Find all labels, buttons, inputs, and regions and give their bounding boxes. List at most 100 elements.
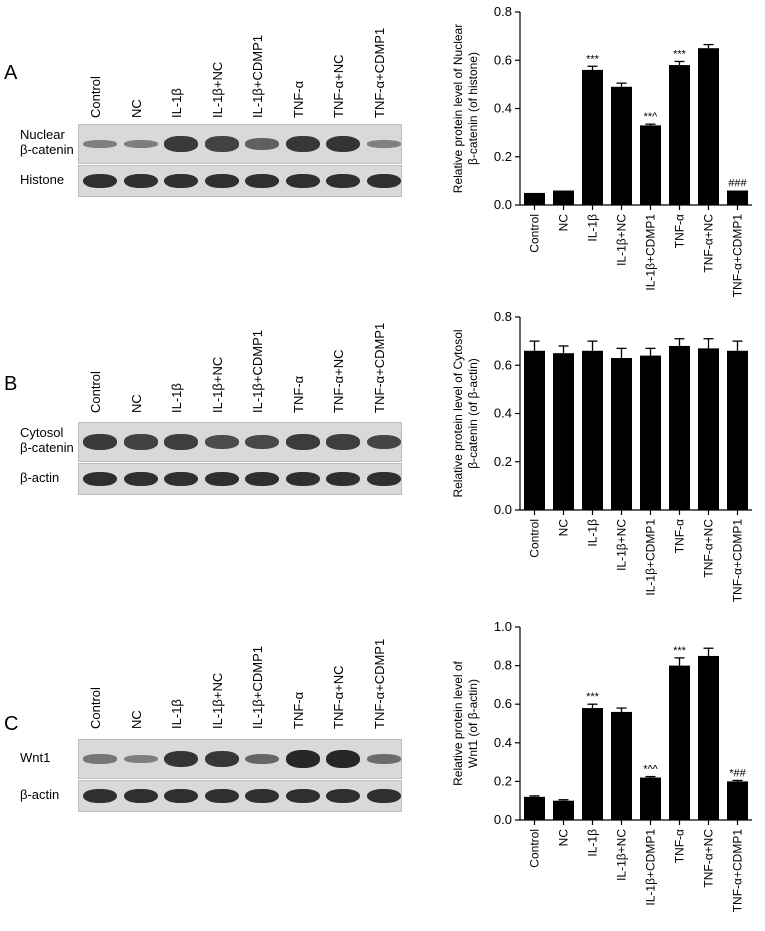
protein-band — [285, 788, 320, 804]
bar — [524, 192, 545, 205]
lane-label: TNF-α — [290, 691, 306, 729]
lane-label: TNF-α — [290, 80, 306, 118]
y-tick-label: 0.4 — [494, 735, 512, 750]
x-tick-label: Control — [528, 214, 542, 253]
y-tick-label: 0.0 — [494, 812, 512, 827]
lane-label: TNF-α+CDMP1 — [371, 322, 387, 413]
protein-band — [164, 136, 198, 152]
protein-band — [326, 471, 360, 487]
protein-band — [366, 434, 401, 450]
x-tick-label: IL-1β — [586, 519, 600, 547]
protein-band — [326, 173, 360, 189]
protein-band — [366, 753, 401, 765]
panel-letter: A — [4, 62, 18, 84]
blot-row-label: Nuclear β-catenin — [20, 127, 74, 157]
bar — [698, 655, 719, 820]
protein-band — [123, 434, 158, 450]
blot-row-label: Cytosol β-catenin — [20, 425, 74, 455]
y-tick-label: 1.0 — [494, 619, 512, 634]
x-tick-label: TNF-α+CDMP1 — [731, 214, 745, 298]
y-tick-label: 0.6 — [494, 357, 512, 372]
blot-row-label: Wnt1 — [20, 750, 51, 765]
bar — [640, 355, 661, 510]
significance-label: **^ — [644, 111, 659, 123]
protein-band — [366, 471, 401, 487]
lane-label: IL-1β+CDMP1 — [250, 35, 265, 118]
blot-strip — [78, 463, 402, 495]
bar — [582, 708, 603, 820]
bar-chart-wnt1: 0.0 0.2 0.4 0.6 0.8 1.0 Relative protein level… — [451, 619, 752, 913]
significance-label: ### — [728, 178, 747, 190]
lane-label: IL-1β+NC — [209, 356, 225, 413]
significance-label: *** — [586, 691, 600, 703]
panel-letter: B — [4, 373, 18, 395]
y-tick-label: 0.6 — [494, 696, 512, 711]
protein-band — [285, 173, 320, 189]
bar — [553, 353, 574, 510]
x-tick-label: IL-1β+CDMP1 — [644, 519, 658, 596]
x-tick-label: IL-1β+CDMP1 — [644, 214, 658, 291]
x-tick-label: TNF-α — [673, 214, 687, 248]
blot-row-label: β-actin — [20, 787, 60, 802]
protein-band — [83, 754, 117, 764]
bar — [640, 125, 661, 205]
y-axis-label: β-catenin (of β-actin) — [466, 358, 480, 469]
lane-label: Control — [88, 371, 103, 413]
x-tick-label: TNF-α+CDMP1 — [731, 519, 745, 603]
x-tick-label: IL-1β+CDMP1 — [644, 829, 658, 906]
lane-label: Control — [88, 687, 103, 729]
protein-band — [83, 173, 117, 189]
protein-band — [326, 788, 360, 804]
protein-band — [123, 139, 158, 149]
y-tick-label: 0.8 — [494, 4, 512, 19]
blot-strip — [78, 739, 402, 779]
lane-label: IL-1β+CDMP1 — [250, 646, 265, 729]
lane-label: IL-1β — [169, 88, 184, 118]
protein-band — [366, 788, 401, 804]
x-tick-label: Control — [528, 829, 542, 868]
protein-band — [326, 434, 360, 450]
protein-band — [245, 173, 279, 189]
x-tick-label: IL-1β+NC — [615, 214, 629, 266]
bar — [582, 350, 603, 510]
panel-a: A Control NC IL-1β IL-1β+NC IL-1β+CDMP1 TNF-α… — [0, 0, 765, 300]
x-tick-label: TNF-α+CDMP1 — [731, 829, 745, 913]
panel-b: B Control NC IL-1β IL-1β+NC IL-1β+CDMP1 TNF-α… — [0, 305, 765, 605]
y-axis-label: Wnt1 (of β-actin) — [466, 679, 480, 768]
bar-chart-nuclear-beta-catenin: 0.0 0.2 0.4 0.6 0.8 Relative protein level of… — [451, 4, 752, 298]
protein-band — [326, 749, 360, 769]
lane-label: IL-1β — [169, 383, 184, 413]
blot-strip — [78, 780, 402, 812]
x-tick-label: IL-1β — [586, 829, 600, 857]
x-tick-label: TNF-α — [673, 829, 687, 863]
x-tick-label: NC — [557, 829, 571, 847]
protein-band — [164, 173, 198, 189]
panel-c: C Control NC IL-1β IL-1β+NC IL-1β+CDMP1 TNF-α… — [0, 615, 765, 931]
y-tick-label: 0.8 — [494, 309, 512, 324]
y-tick-label: 0.6 — [494, 52, 512, 67]
protein-band — [285, 750, 320, 768]
lane-label: TNF-α — [290, 375, 306, 413]
bar-chart-cytosol-beta-catenin: 0.0 0.2 0.4 0.6 0.8 Relative protein level of… — [451, 309, 752, 603]
lane-label: TNF-α+CDMP1 — [371, 638, 387, 729]
y-tick-label: 0.0 — [494, 502, 512, 517]
protein-band — [83, 788, 117, 804]
lane-label: IL-1β+CDMP1 — [250, 330, 265, 413]
protein-band — [326, 135, 360, 153]
lane-label: IL-1β+NC — [209, 61, 225, 118]
x-tick-label: TNF-α+NC — [702, 214, 716, 273]
bar — [553, 800, 574, 820]
bar — [727, 781, 748, 820]
lane-label: NC — [128, 99, 144, 118]
lane-label: TNF-α+NC — [331, 54, 346, 118]
y-tick-label: 0.4 — [494, 406, 512, 421]
y-axis-label: Relative protein level of Cytosol — [451, 329, 465, 497]
x-tick-label: Control — [528, 519, 542, 558]
x-tick-label: TNF-α — [673, 519, 687, 553]
y-tick-label: 0.2 — [494, 773, 512, 788]
y-tick-label: 0.4 — [494, 101, 512, 116]
y-tick-label: 0.8 — [494, 658, 512, 673]
blot-row-label: β-actin — [20, 470, 60, 485]
lane-label: TNF-α+CDMP1 — [371, 27, 387, 118]
y-axis-label: Relative protein level of Nuclear — [451, 24, 465, 193]
